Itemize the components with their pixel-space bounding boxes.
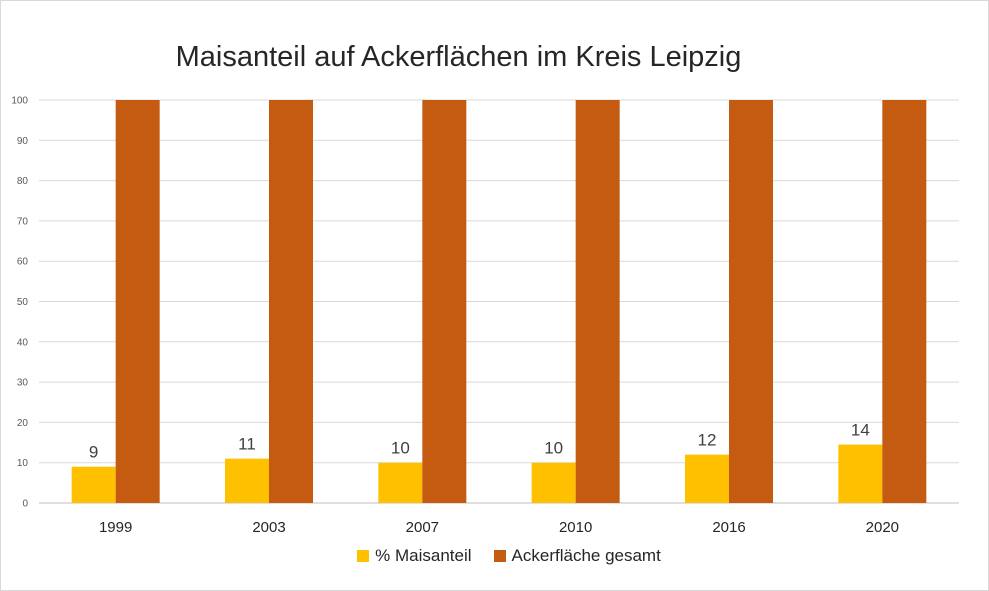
bar-maisanteil-2020 [838,444,883,503]
data-label-maisanteil-2010: 10 [544,439,563,458]
bar-ackerflaeche-2020 [882,100,927,503]
legend-label-maisanteil: % Maisanteil [375,546,472,565]
y-tick-label-60: 60 [17,257,29,268]
data-label-maisanteil-1999: 9 [89,443,98,462]
y-tick-label-40: 40 [17,337,29,348]
x-tick-label-2016: 2016 [712,519,745,536]
bar-maisanteil-2007 [378,462,423,503]
bar-ackerflaeche-1999 [115,100,160,503]
x-tick-label-2010: 2010 [559,519,592,536]
y-tick-label-80: 80 [17,176,29,187]
bar-ackerflaeche-2003 [269,100,313,503]
data-label-maisanteil-2020: 14 [851,421,870,440]
bar-maisanteil-2016 [685,454,729,503]
y-tick-label-70: 70 [17,216,29,227]
legend-item-ackerflaeche: Ackerfläche gesamt [493,546,661,566]
y-tick-label-90: 90 [17,136,29,147]
y-tick-label-100: 100 [11,96,28,107]
bar-ackerflaeche-2010 [575,100,620,503]
bar-maisanteil-2003 [225,458,269,503]
data-label-maisanteil-2007: 10 [391,439,410,458]
data-label-maisanteil-2016: 12 [698,431,717,450]
x-tick-label-1999: 1999 [99,519,132,536]
legend-swatch-ackerflaeche [493,550,506,562]
x-tick-label-2020: 2020 [866,519,899,536]
y-tick-label-0: 0 [22,499,28,510]
legend-item-maisanteil: % Maisanteil [357,546,472,566]
y-tick-label-30: 30 [17,378,29,389]
bar-ackerflaeche-2007 [422,100,467,503]
x-tick-label-2007: 2007 [406,519,439,536]
y-tick-label-50: 50 [17,297,29,308]
legend-label-ackerflaeche: Ackerfläche gesamt [511,546,661,565]
legend: % Maisanteil Ackerfläche gesamt [1,546,989,566]
bar-maisanteil-2010 [531,462,576,503]
legend-swatch-maisanteil [357,550,370,562]
bar-maisanteil-1999 [71,466,116,503]
y-tick-label-10: 10 [17,458,29,469]
data-label-maisanteil-2003: 11 [238,435,256,454]
x-tick-label-2003: 2003 [252,519,285,536]
bar-ackerflaeche-2016 [729,100,773,503]
chart-title: Maisanteil auf Ackerflächen im Kreis Lei… [175,41,742,73]
y-tick-label-20: 20 [17,418,29,429]
